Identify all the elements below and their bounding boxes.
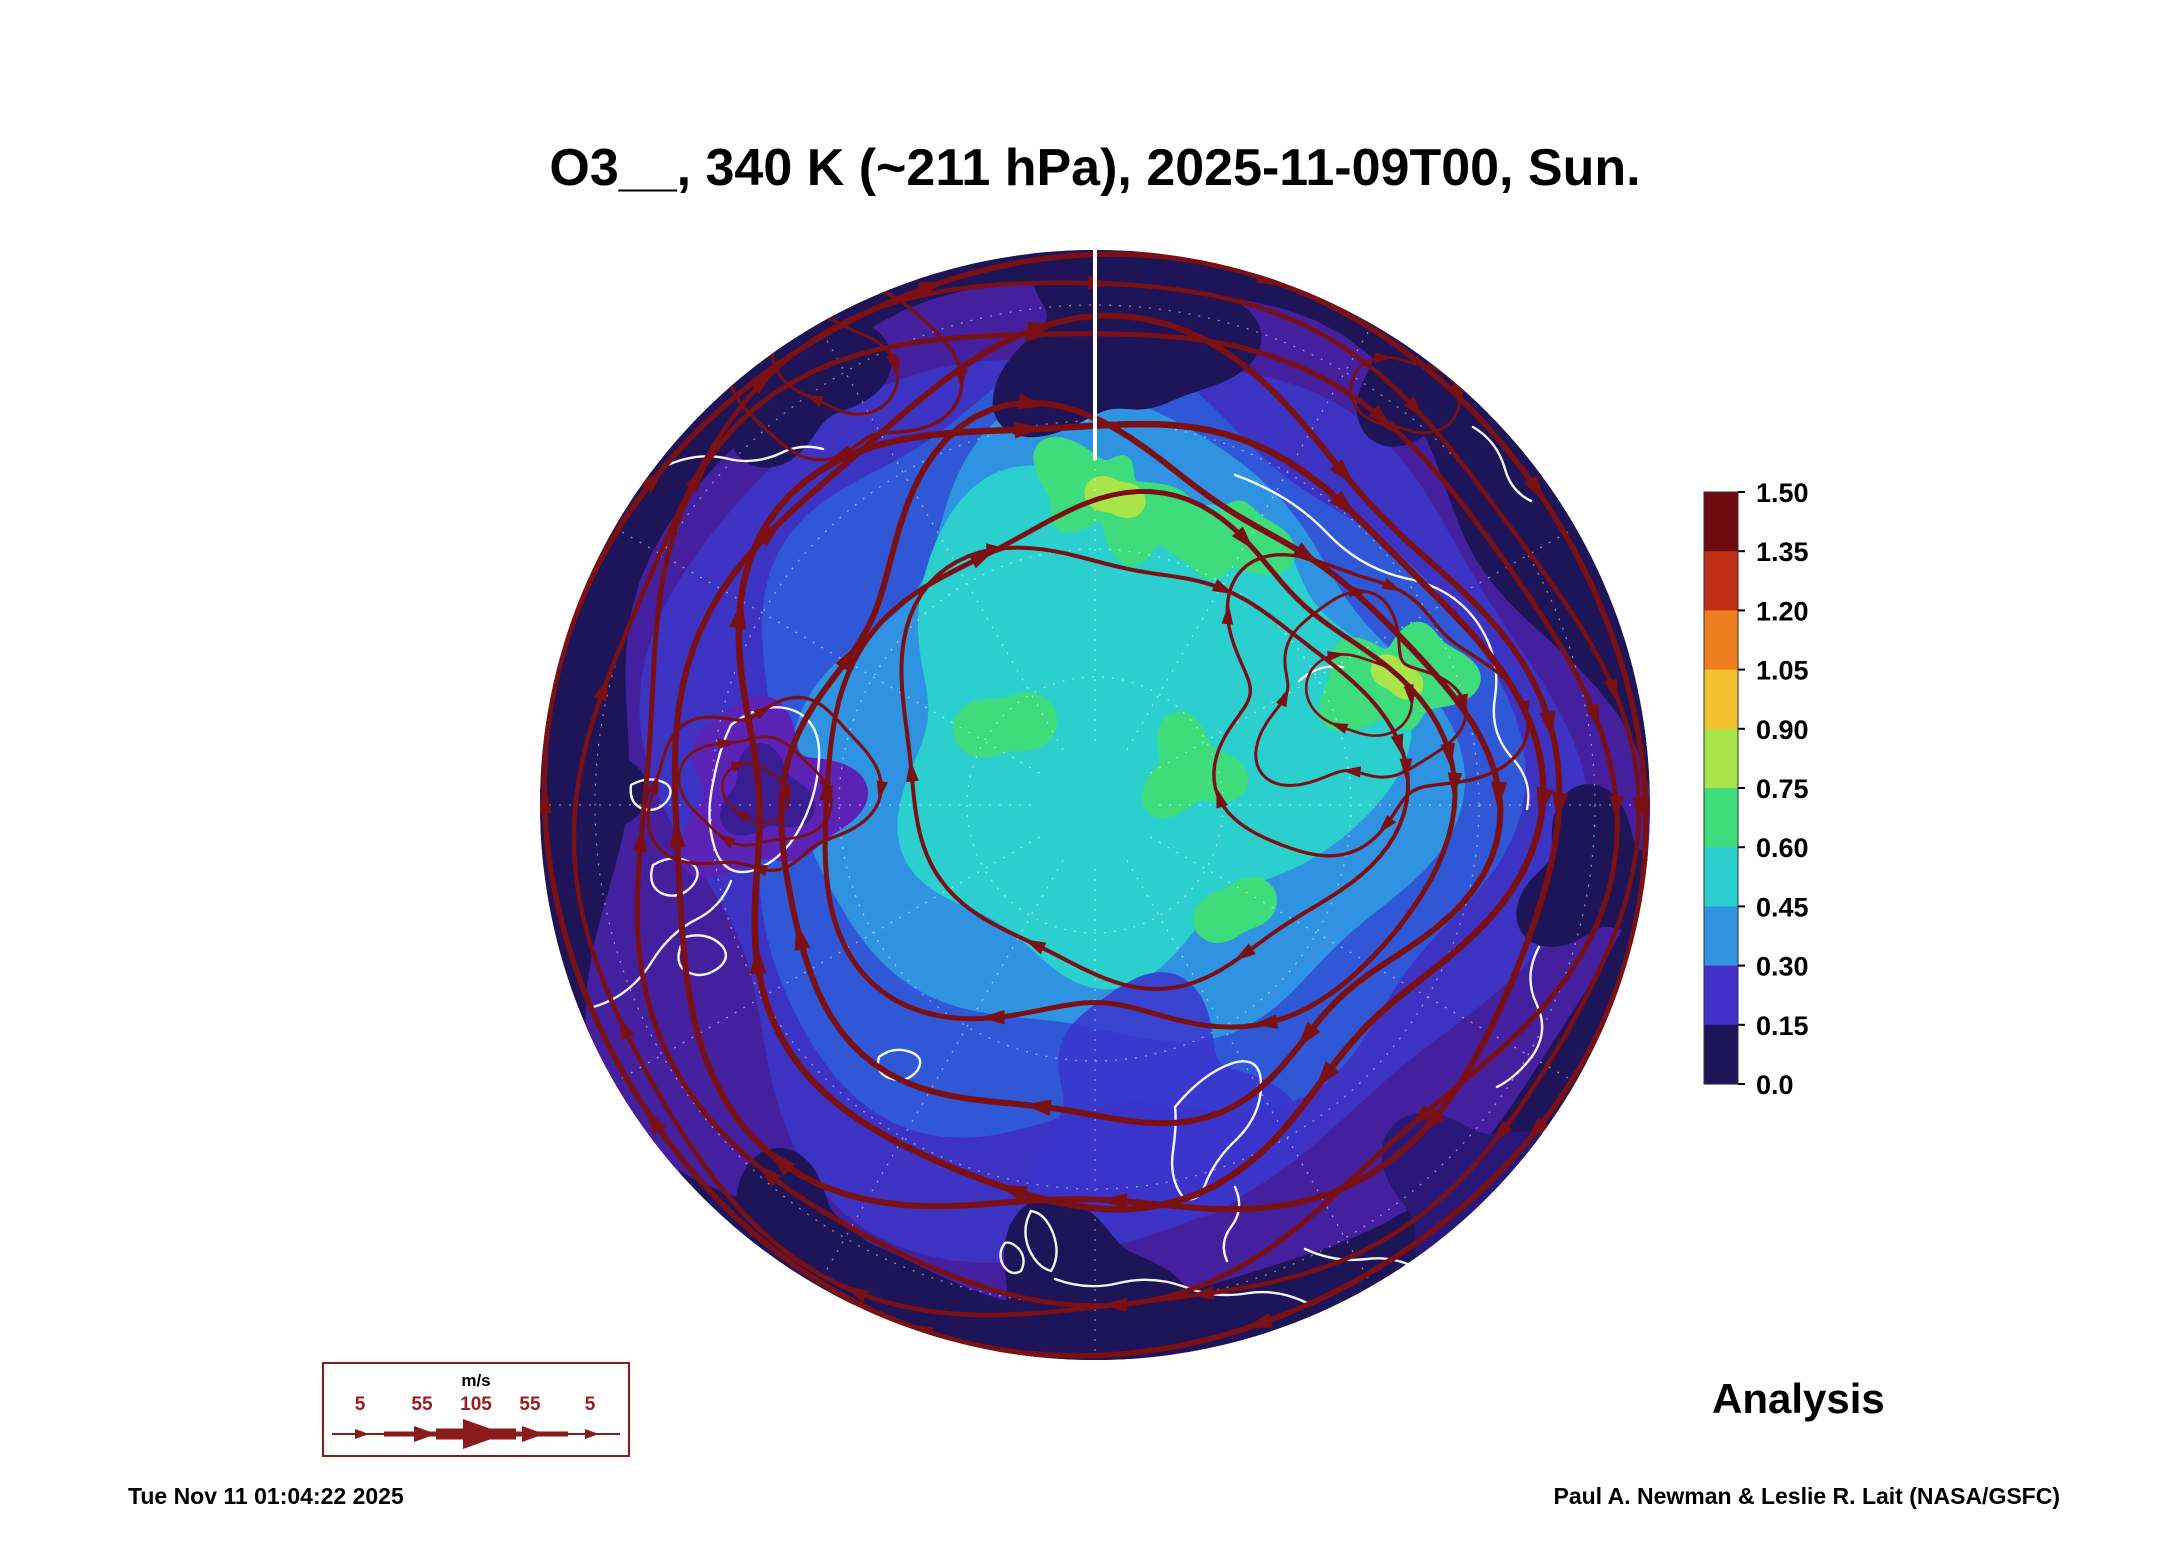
wind-arrow	[463, 1419, 505, 1449]
wind-speed-label: 55	[519, 1394, 541, 1415]
wind-legend-box: m/s 5 55 105 55 5	[322, 1362, 630, 1457]
wind-speed-label: 5	[585, 1394, 596, 1415]
colorbar-segment	[1704, 788, 1738, 848]
creation-timestamp: Tue Nov 11 01:04:22 2025	[128, 1483, 404, 1509]
colorbar-tick-label: 1.20	[1756, 596, 1809, 626]
wind-arrow	[355, 1429, 369, 1439]
colorbar-tick-label: 0.30	[1756, 952, 1809, 982]
colorbar-segment	[1704, 965, 1738, 1026]
credit-text: Paul A. Newman & Leslie R. Lait (NASA/GS…	[1553, 1483, 2060, 1509]
colorbar-tick-label: 0.60	[1756, 833, 1809, 863]
analysis-label: Analysis	[1712, 1375, 1885, 1422]
coastlines	[591, 425, 1544, 1305]
colorbar-segment	[1704, 610, 1738, 671]
colorbar-tick-label: 0.45	[1756, 892, 1809, 922]
wind-speed-label: 5	[355, 1394, 366, 1415]
colorbar-segment	[1704, 1024, 1738, 1085]
colorbar-scale: 1.50 1.35 1.20 1.05 0.90 0.75 0.60 0.45 0.30 0.15…	[1703, 478, 1809, 1100]
colorbar-tick-label: 0.0	[1756, 1070, 1794, 1100]
wind-speed-label: 105	[460, 1394, 492, 1415]
colorbar-tick-label: 0.15	[1756, 1011, 1809, 1041]
colorbar-segment	[1704, 906, 1738, 967]
colorbar-tick-label: 1.50	[1756, 478, 1809, 508]
colorbar-tick-label: 1.05	[1756, 656, 1809, 686]
wind-arrow	[585, 1429, 599, 1439]
wind-arrow	[414, 1426, 437, 1442]
colorbar-tick-label: 1.35	[1756, 537, 1809, 567]
colorbar-segment	[1704, 847, 1738, 907]
colorbar-tick-label: 0.90	[1756, 715, 1809, 745]
wind-units-label: m/s	[461, 1371, 490, 1390]
colorbar-segment	[1704, 669, 1738, 730]
polar-map-canvas	[540, 250, 1650, 1360]
colorbar: 1.50 1.35 1.20 1.05 0.90 0.75 0.60 0.45 0.30 0.15…	[1700, 478, 1850, 1118]
wind-arrow	[522, 1426, 545, 1442]
colorbar-segment	[1704, 728, 1738, 789]
polar-map	[535, 245, 1655, 1365]
colorbar-segment	[1704, 492, 1738, 552]
wind-speed-label: 55	[411, 1394, 433, 1415]
colorbar-segment	[1704, 551, 1738, 611]
wind-legend-canvas: m/s5 55 105 55 5	[332, 1371, 620, 1449]
plot-title: O3__, 340 K (~211 hPa), 2025-11-09T00, S…	[549, 139, 1641, 197]
colorbar-tick-label: 0.75	[1756, 774, 1809, 804]
